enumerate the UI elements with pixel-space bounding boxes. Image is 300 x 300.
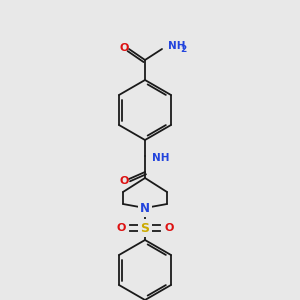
Text: O: O	[164, 223, 174, 233]
Text: O: O	[119, 176, 129, 186]
Text: 2: 2	[180, 46, 186, 55]
Text: NH: NH	[168, 41, 185, 51]
Text: N: N	[140, 202, 150, 214]
Text: O: O	[119, 43, 129, 53]
Text: NH: NH	[152, 153, 169, 163]
Text: O: O	[116, 223, 126, 233]
Text: S: S	[140, 221, 149, 235]
